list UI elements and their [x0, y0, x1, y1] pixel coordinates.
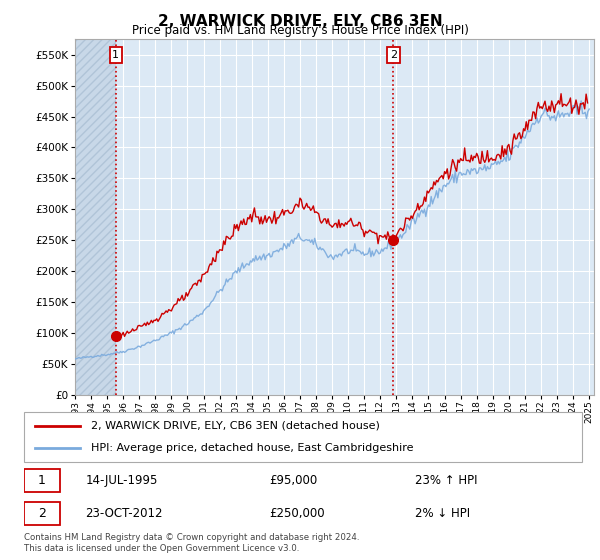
Text: 14-JUL-1995: 14-JUL-1995 [85, 474, 158, 487]
Text: 23-OCT-2012: 23-OCT-2012 [85, 507, 163, 520]
Text: 1: 1 [112, 50, 119, 60]
Text: 23% ↑ HPI: 23% ↑ HPI [415, 474, 477, 487]
Text: 2: 2 [390, 50, 397, 60]
Text: £250,000: £250,000 [269, 507, 325, 520]
Text: HPI: Average price, detached house, East Cambridgeshire: HPI: Average price, detached house, East… [91, 444, 413, 454]
Text: 1: 1 [38, 474, 46, 487]
FancyBboxPatch shape [24, 502, 60, 525]
Bar [75, 39, 116, 395]
Text: £95,000: £95,000 [269, 474, 318, 487]
Text: 2: 2 [38, 507, 46, 520]
Text: 2, WARWICK DRIVE, ELY, CB6 3EN (detached house): 2, WARWICK DRIVE, ELY, CB6 3EN (detached… [91, 421, 380, 431]
FancyBboxPatch shape [24, 412, 582, 462]
Text: 2% ↓ HPI: 2% ↓ HPI [415, 507, 470, 520]
Text: 2, WARWICK DRIVE, ELY, CB6 3EN: 2, WARWICK DRIVE, ELY, CB6 3EN [158, 14, 442, 29]
Text: Price paid vs. HM Land Registry's House Price Index (HPI): Price paid vs. HM Land Registry's House … [131, 24, 469, 37]
FancyBboxPatch shape [24, 469, 60, 492]
Text: Contains HM Land Registry data © Crown copyright and database right 2024.
This d: Contains HM Land Registry data © Crown c… [24, 533, 359, 553]
